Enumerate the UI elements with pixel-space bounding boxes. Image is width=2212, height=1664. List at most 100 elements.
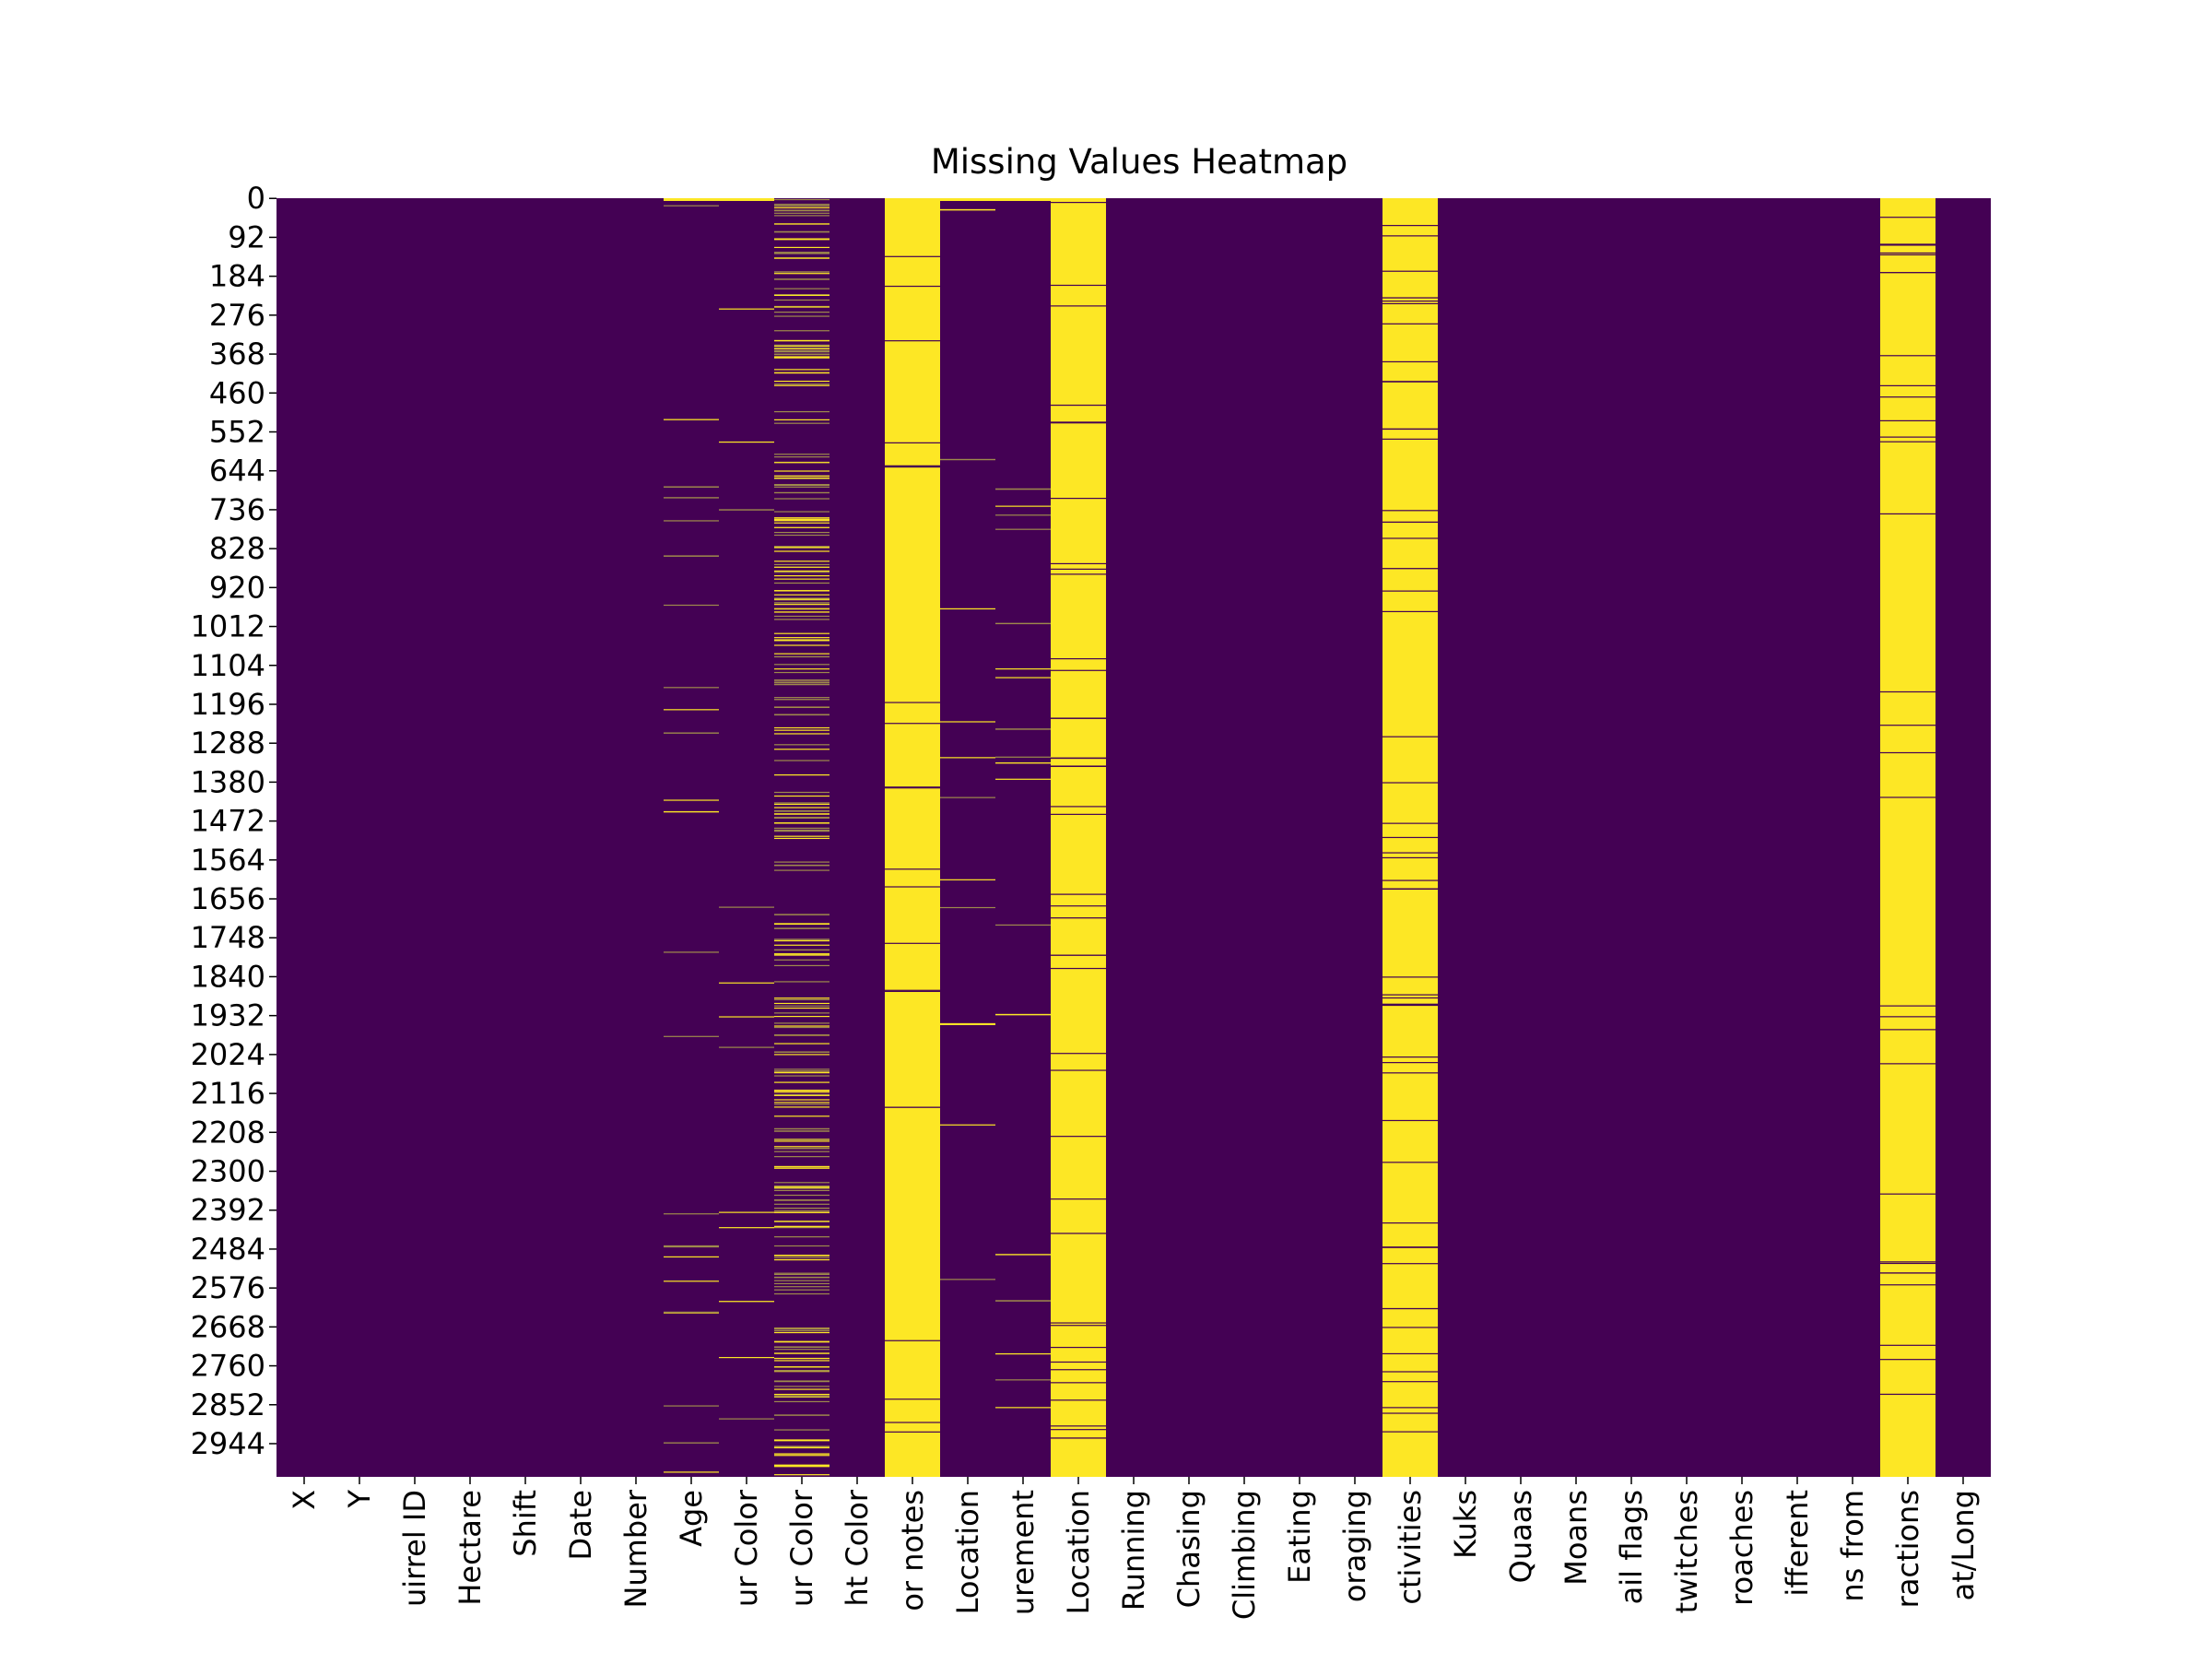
present-row — [1382, 1056, 1438, 1058]
column-tick-label: oraging — [1337, 1490, 1372, 1602]
missing-row — [774, 644, 830, 646]
missing-row — [774, 349, 830, 352]
missing-row — [774, 491, 830, 494]
missing-row — [774, 1070, 830, 1072]
heatmap-cells — [664, 198, 1936, 1477]
row-tick-label: 1288 — [191, 726, 265, 761]
missing-row — [774, 517, 830, 519]
column-tick-label: Y — [342, 1490, 377, 1509]
missing-row — [774, 582, 830, 584]
missing-row — [774, 1280, 830, 1281]
column-tick-label: uirrel ID — [397, 1490, 432, 1607]
missing-row — [774, 1328, 830, 1330]
missing-row — [774, 534, 830, 537]
missing-row — [774, 1474, 830, 1476]
present-row — [1051, 1437, 1106, 1439]
row-tick-label: 1564 — [191, 843, 265, 878]
present-row — [885, 942, 940, 944]
column-tick-label: urement — [1006, 1490, 1041, 1615]
column-tick-label: ractions — [1890, 1490, 1925, 1608]
missing-row — [719, 198, 774, 201]
missing-row — [774, 205, 830, 207]
missing-row — [774, 1236, 830, 1238]
missing-row — [774, 914, 830, 915]
missing-row — [995, 1254, 1051, 1256]
missing-row — [774, 1357, 830, 1360]
present-row — [1382, 1381, 1438, 1383]
missing-row — [774, 726, 830, 729]
missing-row — [774, 998, 830, 1001]
missing-row — [719, 1356, 774, 1359]
missing-row — [774, 546, 830, 548]
missing-row — [995, 728, 1051, 730]
missing-row — [774, 1185, 830, 1187]
column-tick-label: Location — [1061, 1490, 1096, 1614]
present-row — [1382, 1371, 1438, 1373]
row-tick-label: 2392 — [191, 1193, 265, 1228]
present-row — [1880, 441, 1936, 443]
missing-row — [664, 810, 719, 813]
present-row — [1051, 201, 1106, 204]
missing-row — [774, 1289, 830, 1291]
missing-row — [774, 1396, 830, 1398]
present-row — [1382, 1412, 1438, 1414]
missing-row — [940, 1022, 995, 1025]
present-row — [1051, 967, 1106, 970]
present-row — [1051, 1069, 1106, 1071]
missing-row — [664, 951, 719, 953]
missing-row — [774, 419, 830, 421]
missing-row — [774, 1199, 830, 1201]
missing-row — [774, 619, 830, 620]
missing-row — [774, 315, 830, 317]
present-row — [1382, 1062, 1438, 1064]
present-row — [1382, 568, 1438, 570]
missing-row — [774, 598, 830, 600]
missing-row — [774, 664, 830, 666]
missing-row — [774, 1022, 830, 1024]
missing-row — [774, 760, 830, 761]
missing-row — [774, 807, 830, 808]
present-row — [885, 989, 940, 991]
missing-row — [774, 511, 830, 513]
missing-row — [774, 795, 830, 797]
missing-row — [774, 639, 830, 642]
missing-row — [774, 422, 830, 424]
missing-row — [774, 1429, 830, 1431]
missing-row — [664, 1471, 719, 1473]
present-row — [1051, 562, 1106, 565]
present-row — [1382, 323, 1438, 325]
present-row — [1382, 428, 1438, 430]
missing-row — [774, 1369, 830, 1372]
column-tick-label: or notes — [895, 1490, 930, 1611]
missing-row — [774, 1227, 830, 1229]
present-row — [885, 886, 940, 888]
missing-row — [719, 1418, 774, 1420]
present-row — [1051, 917, 1106, 919]
missing-row — [774, 1139, 830, 1140]
present-row — [1051, 404, 1106, 407]
missing-row — [664, 1280, 719, 1282]
missing-row — [940, 906, 995, 909]
missing-row — [774, 522, 830, 524]
missing-row — [774, 456, 830, 458]
missing-row — [774, 1439, 830, 1441]
column-tick-label: roaches — [1724, 1490, 1759, 1606]
missing-row — [774, 526, 830, 528]
missing-row — [774, 369, 830, 371]
missing-row — [774, 273, 830, 275]
missing-row — [774, 1002, 830, 1005]
missing-row — [719, 1016, 774, 1018]
row-tick-label: 2576 — [191, 1270, 265, 1305]
missing-row — [774, 1127, 830, 1129]
missing-row — [774, 1386, 830, 1387]
missing-row — [774, 1380, 830, 1382]
missing-row — [664, 1245, 719, 1248]
missing-row — [774, 827, 830, 829]
row-tick-label: 1748 — [191, 920, 265, 955]
missing-row — [664, 1442, 719, 1444]
missing-row — [774, 1464, 830, 1467]
missing-row — [774, 1033, 830, 1036]
present-row — [1382, 235, 1438, 237]
row-tick-label: 1196 — [191, 687, 265, 722]
